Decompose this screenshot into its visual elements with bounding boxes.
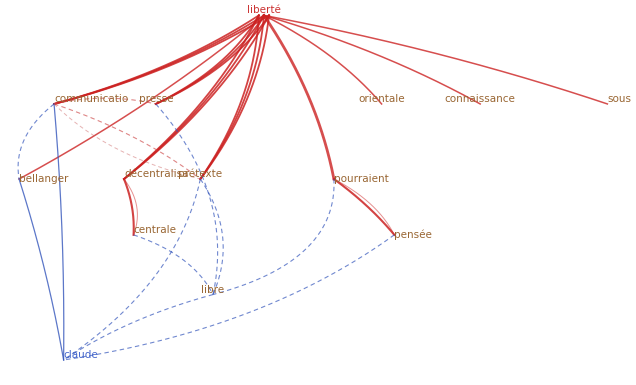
Text: pourraient: pourraient <box>334 174 389 184</box>
Text: décentralisa: décentralisa <box>124 169 188 179</box>
Text: liberté: liberté <box>247 5 281 15</box>
Text: sous: sous <box>607 94 632 104</box>
Text: connaissance: connaissance <box>445 94 516 104</box>
Text: centrale: centrale <box>134 225 177 235</box>
Text: claude: claude <box>64 350 99 360</box>
Text: pensée: pensée <box>394 229 432 240</box>
Text: libre: libre <box>202 285 225 295</box>
Text: presse: presse <box>139 94 173 104</box>
Text: communicatio: communicatio <box>54 94 128 104</box>
Text: bellanger: bellanger <box>19 174 69 184</box>
Text: prétexte: prétexte <box>178 169 223 179</box>
Text: orientale: orientale <box>358 94 405 104</box>
